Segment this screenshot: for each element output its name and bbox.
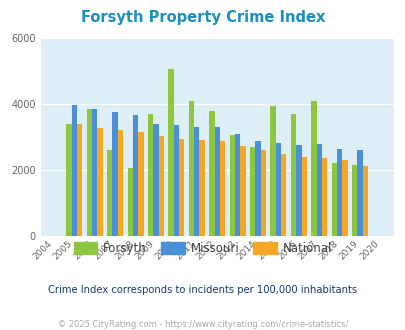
Bar (214, 127, 220, 236)
Bar (331, 163, 336, 236)
Bar (127, 168, 132, 236)
Text: Crime Index corresponds to incidents per 100,000 inhabitants: Crime Index corresponds to incidents per… (48, 285, 357, 295)
Bar (229, 135, 234, 236)
Bar (148, 114, 153, 236)
Bar (270, 106, 275, 236)
Bar (188, 101, 194, 236)
Bar (194, 127, 199, 236)
Bar (138, 132, 143, 236)
Bar (77, 124, 82, 236)
Bar (260, 150, 265, 236)
Bar (173, 125, 179, 236)
Bar (66, 124, 71, 236)
Text: Forsyth Property Crime Index: Forsyth Property Crime Index (81, 10, 324, 25)
Bar (316, 144, 321, 236)
Text: © 2025 CityRating.com - https://www.cityrating.com/crime-statistics/: © 2025 CityRating.com - https://www.city… (58, 320, 347, 329)
Bar (107, 150, 112, 236)
Bar (240, 146, 245, 236)
Bar (92, 109, 97, 236)
Bar (117, 130, 123, 236)
Bar (234, 134, 240, 236)
Bar (311, 101, 316, 236)
Bar (220, 141, 225, 236)
Bar (71, 105, 77, 236)
Bar (301, 157, 306, 236)
Bar (153, 124, 158, 236)
Bar (290, 114, 296, 236)
Bar (336, 149, 341, 236)
Bar (209, 111, 214, 236)
Bar (158, 136, 164, 236)
Bar (249, 147, 255, 236)
Bar (132, 115, 138, 236)
Bar (321, 158, 326, 236)
Bar (179, 139, 184, 236)
Legend: Forsyth, Missouri, National: Forsyth, Missouri, National (69, 237, 336, 260)
Bar (255, 141, 260, 236)
Bar (87, 109, 92, 236)
Bar (199, 140, 204, 236)
Bar (275, 143, 280, 236)
Bar (356, 150, 362, 236)
Bar (280, 154, 286, 236)
Bar (341, 160, 347, 236)
Bar (112, 112, 117, 236)
Bar (296, 145, 301, 236)
Bar (362, 166, 367, 236)
Bar (97, 128, 102, 236)
Bar (351, 165, 356, 236)
Bar (168, 69, 173, 236)
